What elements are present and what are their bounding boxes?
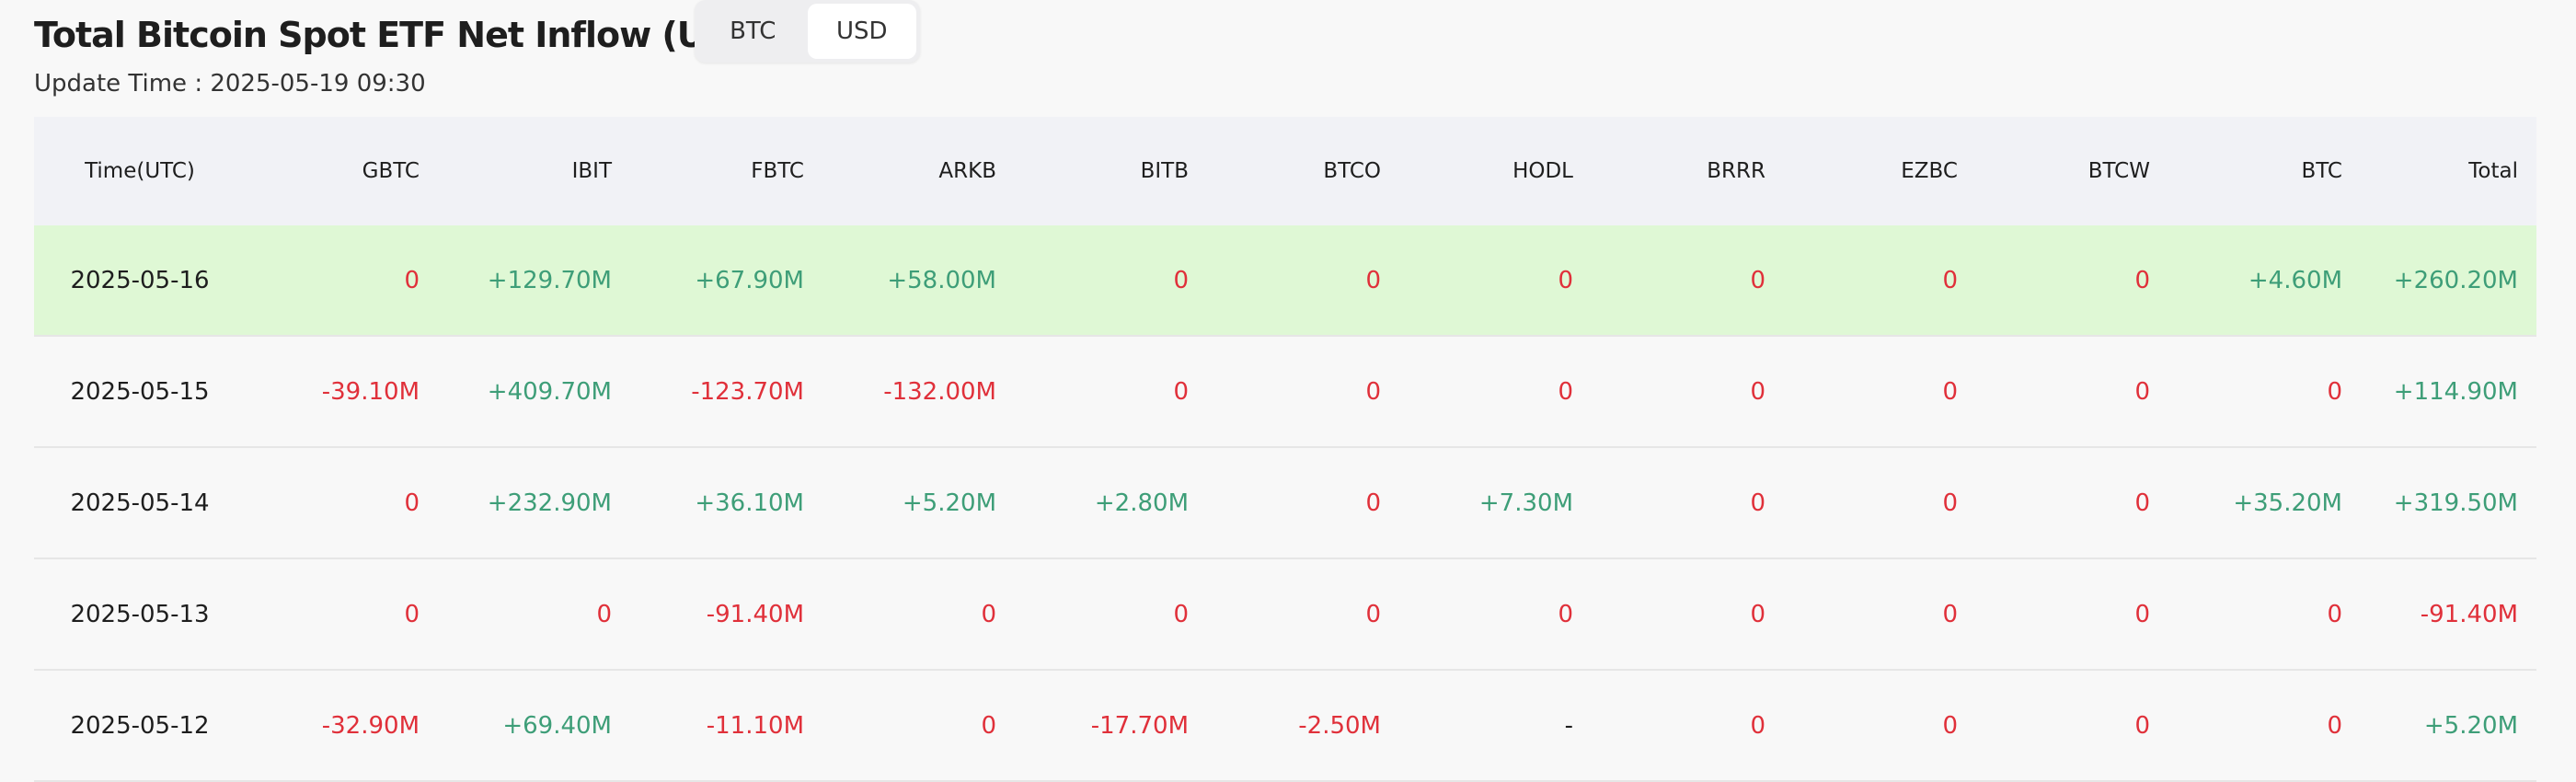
column-header: IBIT (438, 117, 630, 225)
column-header: BTCW (1976, 117, 2168, 225)
flow-cell: +67.90M (630, 225, 822, 337)
flow-cell: 0 (1976, 225, 2168, 337)
flow-cell: 0 (246, 447, 438, 559)
flow-cell: 0 (1784, 336, 1976, 448)
flow-cell: 0 (1015, 558, 1207, 671)
flow-cell: 0 (438, 558, 630, 671)
toggle-btc[interactable]: BTC (698, 4, 808, 59)
flow-cell: 0 (822, 670, 1015, 782)
flow-cell: 0 (1207, 447, 1399, 559)
column-header: BRRR (1592, 117, 1784, 225)
flow-cell: 0 (822, 558, 1015, 671)
flow-cell: 0 (1399, 225, 1592, 337)
flow-cell: +409.70M (438, 336, 630, 448)
flow-cell: 0 (1592, 225, 1784, 337)
flow-cell: +4.60M (2168, 225, 2361, 337)
flow-cell: -91.40M (2361, 558, 2536, 671)
flow-cell: 0 (1784, 225, 1976, 337)
flow-cell: +319.50M (2361, 447, 2536, 559)
flow-cell: 0 (1207, 225, 1399, 337)
flow-cell: - (1399, 670, 1592, 782)
column-header: ARKB (822, 117, 1015, 225)
flow-cell: 0 (1207, 558, 1399, 671)
flow-cell: 0 (1592, 336, 1784, 448)
flow-cell: 0 (1976, 447, 2168, 559)
flow-cell: +5.20M (822, 447, 1015, 559)
header-row: Time(UTC) GBTC IBIT FBTC ARKB BITB BTCO HODL BRR… (34, 117, 2536, 225)
title: Total Bitcoin Spot ETF Net Inflow (USD) (34, 15, 773, 55)
flow-cell: +260.20M (2361, 225, 2536, 337)
flow-cell: 0 (1399, 558, 1592, 671)
flow-cell: 0 (2168, 558, 2361, 671)
date-cell: 2025-05-15 (34, 336, 246, 448)
flow-cell: +2.80M (1015, 447, 1207, 559)
flow-cell: 0 (1015, 336, 1207, 448)
date-cell: 2025-05-13 (34, 558, 246, 671)
flow-cell: 0 (1399, 336, 1592, 448)
flow-cell: 0 (1784, 447, 1976, 559)
flow-cell: 0 (1784, 670, 1976, 782)
flow-cell: 0 (246, 558, 438, 671)
data-row: 2025-05-12 -32.90M +69.40M -11.10M 0 -17.70M -… (34, 670, 2536, 782)
flow-cell: -132.00M (822, 336, 1015, 448)
flow-cell: 0 (2168, 336, 2361, 448)
flow-cell: -32.90M (246, 670, 438, 782)
flow-cell: 0 (1976, 558, 2168, 671)
flow-cell: +58.00M (822, 225, 1015, 337)
flow-cell: +7.30M (1399, 447, 1592, 559)
column-header: EZBC (1784, 117, 1976, 225)
column-header: Total (2361, 117, 2536, 225)
flow-cell: +35.20M (2168, 447, 2361, 559)
column-header: HODL (1399, 117, 1592, 225)
toggle-usd[interactable]: USD (807, 4, 916, 59)
date-cell: 2025-05-12 (34, 670, 246, 782)
flow-cell: -2.50M (1207, 670, 1399, 782)
flow-cell: +69.40M (438, 670, 630, 782)
flow-cell: 0 (1592, 670, 1784, 782)
column-header: Time(UTC) (34, 117, 246, 225)
flow-cell: 0 (1207, 336, 1399, 448)
flow-cell: +232.90M (438, 447, 630, 559)
column-header: FBTC (630, 117, 822, 225)
flow-cell: +114.90M (2361, 336, 2536, 448)
flow-table: Time(UTC) GBTC IBIT FBTC ARKB BITB BTCO HODL BRR… (34, 117, 2536, 782)
flow-cell: 0 (1784, 558, 1976, 671)
flow-cell: 0 (1976, 670, 2168, 782)
flow-cell: 0 (1976, 336, 2168, 448)
column-header: BTC (2168, 117, 2361, 225)
flow-cell: +36.10M (630, 447, 822, 559)
flow-cell: 0 (1592, 558, 1784, 671)
data-row: 2025-05-16 0 +129.70M +67.90M +58.00M 0 0 0 0 0 0 +… (34, 225, 2536, 337)
flow-cell: -123.70M (630, 336, 822, 448)
unit-toggle: BTC USD (695, 0, 920, 63)
flow-cell: 0 (1592, 447, 1784, 559)
flow-cell: -17.70M (1015, 670, 1207, 782)
data-row: 2025-05-13 0 0 -91.40M 0 0 0 0 0 0 0 0 -91.40M (34, 558, 2536, 671)
data-row: 2025-05-14 0 +232.90M +36.10M +5.20M +2.80M 0 +… (34, 447, 2536, 559)
column-header: GBTC (246, 117, 438, 225)
flow-cell: -39.10M (246, 336, 438, 448)
update-time: Update Time : 2025-05-19 09:30 (34, 70, 426, 98)
flow-cell: 0 (1015, 225, 1207, 337)
flow-cell: 0 (2168, 670, 2361, 782)
data-row: 2025-05-15 -39.10M +409.70M -123.70M -132.00… (34, 336, 2536, 448)
flow-cell: 0 (246, 225, 438, 337)
flow-cell: -91.40M (630, 558, 822, 671)
date-cell: 2025-05-14 (34, 447, 246, 559)
flow-cell: +5.20M (2361, 670, 2536, 782)
column-header: BTCO (1207, 117, 1399, 225)
flow-cell: +129.70M (438, 225, 630, 337)
column-header: BITB (1015, 117, 1207, 225)
date-cell: 2025-05-16 (34, 225, 246, 337)
flow-cell: -11.10M (630, 670, 822, 782)
